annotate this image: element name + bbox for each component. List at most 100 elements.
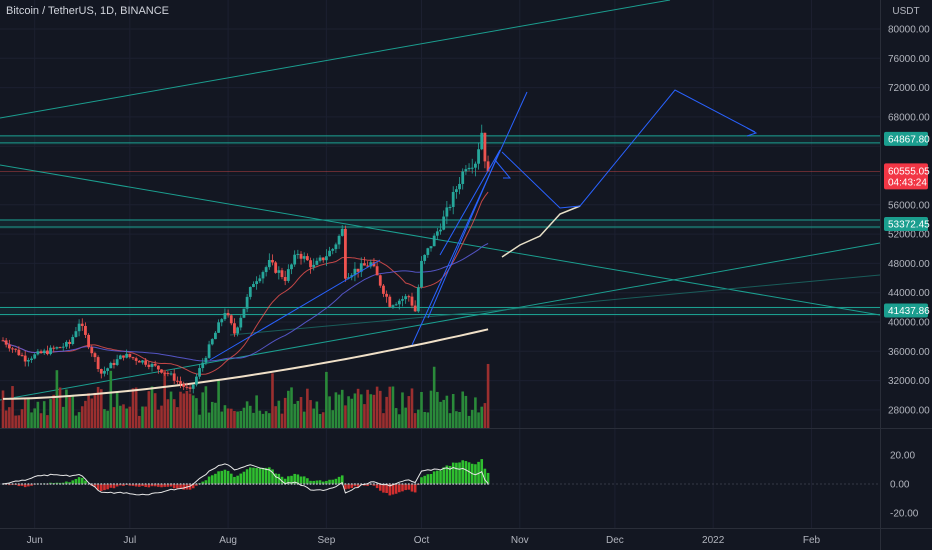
projection-path[interactable] xyxy=(209,89,758,361)
osc-dot xyxy=(347,483,350,485)
volume-bar xyxy=(369,394,373,428)
osc-bar xyxy=(103,484,106,491)
volume-bar xyxy=(122,404,125,428)
candle-body xyxy=(461,171,465,184)
volume-bar xyxy=(356,388,360,428)
price-axis-unit: USDT xyxy=(892,6,919,17)
osc-bar xyxy=(99,484,103,492)
candle-body xyxy=(334,244,338,250)
price-axis[interactable]: USDT 80000.00 76000.00 72000.00 68000.00 5600… xyxy=(888,6,930,520)
candle-body xyxy=(309,260,312,268)
osc-dot xyxy=(464,483,467,485)
osc-dot xyxy=(176,483,179,485)
osc-dot xyxy=(255,483,258,485)
osc-dot xyxy=(78,483,81,485)
osc-dot xyxy=(46,483,49,485)
candle-body xyxy=(84,325,87,335)
osc-dot xyxy=(195,483,198,485)
projection-arrow-head xyxy=(746,127,758,137)
volume-bar xyxy=(337,394,341,428)
time-axis[interactable]: Jun Jul Aug Sep Oct Nov Dec 2022 Feb xyxy=(27,535,821,546)
osc-dot xyxy=(265,483,268,485)
volume-bar xyxy=(474,397,477,428)
osc-dot xyxy=(119,483,122,485)
volume-bar xyxy=(442,399,445,428)
volume-bar xyxy=(344,405,347,428)
osc-dot xyxy=(468,483,471,485)
candle-body xyxy=(169,373,173,375)
osc-dot xyxy=(223,483,226,485)
osc-dot xyxy=(268,483,271,485)
volume-bar xyxy=(169,391,173,428)
osc-dot xyxy=(65,483,68,485)
osc-dot xyxy=(258,483,261,485)
candle-body xyxy=(4,340,8,345)
candle-body xyxy=(366,265,370,267)
candle-body xyxy=(11,348,14,350)
osc-bar xyxy=(252,467,255,484)
time-tick-label: Aug xyxy=(219,535,237,546)
osc-dot xyxy=(274,483,277,485)
osc-dot xyxy=(372,483,375,485)
osc-dot xyxy=(43,483,46,485)
osc-bar xyxy=(426,474,430,484)
osc-bar xyxy=(160,484,163,488)
candle-body xyxy=(388,296,392,307)
time-tick-label: Jun xyxy=(27,535,43,546)
osc-bar xyxy=(483,468,487,484)
candle-body xyxy=(321,257,325,261)
volume-bar xyxy=(290,387,293,428)
osc-dot xyxy=(388,483,391,485)
osc-bar xyxy=(347,484,350,489)
osc-bar xyxy=(280,476,284,484)
volume-bar xyxy=(309,400,312,428)
osc-dot xyxy=(319,483,322,485)
osc-dot xyxy=(208,483,211,485)
osc-bar xyxy=(166,484,170,487)
horizontal-zones[interactable] xyxy=(0,134,880,317)
volume-bar xyxy=(268,413,271,428)
candle-body xyxy=(226,313,230,316)
candle-body xyxy=(191,384,195,389)
candle-body xyxy=(274,262,278,273)
osc-bar xyxy=(398,484,401,493)
volume-bar xyxy=(68,396,71,428)
candle-body xyxy=(7,344,11,349)
candle-body xyxy=(401,299,404,301)
osc-bar xyxy=(309,480,312,484)
osc-dot xyxy=(458,483,461,485)
osc-dot xyxy=(404,483,407,485)
volume-bar xyxy=(141,406,144,428)
osc-dot xyxy=(471,483,474,485)
volume-bar xyxy=(363,404,366,428)
volume-bar xyxy=(261,413,265,428)
trend-lines[interactable] xyxy=(0,0,881,401)
volume-bar xyxy=(458,411,461,428)
volume-bar xyxy=(58,387,62,428)
candle-body xyxy=(429,246,433,249)
candle-body xyxy=(252,284,255,288)
volume-bar xyxy=(252,412,255,428)
volume-bar xyxy=(71,394,75,428)
osc-dot xyxy=(242,483,245,485)
osc-dot xyxy=(173,483,176,485)
osc-bar xyxy=(106,484,109,490)
osc-bar xyxy=(334,478,338,484)
osc-dot xyxy=(369,483,372,485)
candle-body xyxy=(356,268,360,272)
osc-dot xyxy=(27,483,30,485)
volume-bar xyxy=(182,393,186,428)
candle-body xyxy=(122,355,125,358)
osc-dot xyxy=(252,483,255,485)
volume-bar xyxy=(204,386,208,428)
volume-bar xyxy=(115,392,119,428)
candle-body xyxy=(242,308,246,318)
osc-dot xyxy=(106,483,109,485)
volume-bar xyxy=(46,415,49,428)
osc-bar xyxy=(204,480,208,484)
osc-dot xyxy=(36,483,39,485)
candle-body xyxy=(363,263,366,266)
osc-dot xyxy=(439,483,442,485)
